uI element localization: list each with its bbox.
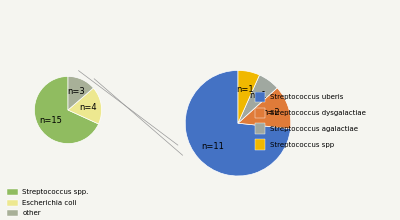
Text: Streptococcus uberis: Streptococcus uberis: [270, 94, 343, 100]
Wedge shape: [238, 88, 291, 129]
Text: Streptococcus spp: Streptococcus spp: [270, 141, 334, 148]
Wedge shape: [34, 76, 98, 144]
Text: other: other: [22, 210, 41, 216]
Wedge shape: [238, 70, 260, 123]
Text: n=15: n=15: [40, 116, 62, 125]
Text: n=3: n=3: [68, 87, 85, 96]
Bar: [255, 139, 265, 150]
Text: n=1: n=1: [236, 85, 254, 94]
Bar: [255, 123, 265, 134]
Wedge shape: [185, 70, 290, 176]
Bar: [255, 92, 265, 102]
Text: Escherichia coli: Escherichia coli: [22, 200, 77, 206]
Wedge shape: [68, 76, 93, 110]
Text: n=1: n=1: [249, 91, 267, 100]
Bar: [7, 200, 18, 206]
Bar: [7, 189, 18, 195]
Bar: [255, 108, 265, 118]
Text: n=11: n=11: [201, 142, 224, 151]
Text: n=2: n=2: [262, 108, 280, 117]
Text: n=4: n=4: [79, 103, 97, 112]
Text: Streptococcus dysgalactiae: Streptococcus dysgalactiae: [270, 110, 366, 116]
Wedge shape: [68, 88, 102, 124]
Text: Streptococcus agalactiae: Streptococcus agalactiae: [270, 126, 358, 132]
Text: Streptococcus spp.: Streptococcus spp.: [22, 189, 89, 195]
Wedge shape: [238, 75, 277, 123]
Bar: [7, 210, 18, 216]
